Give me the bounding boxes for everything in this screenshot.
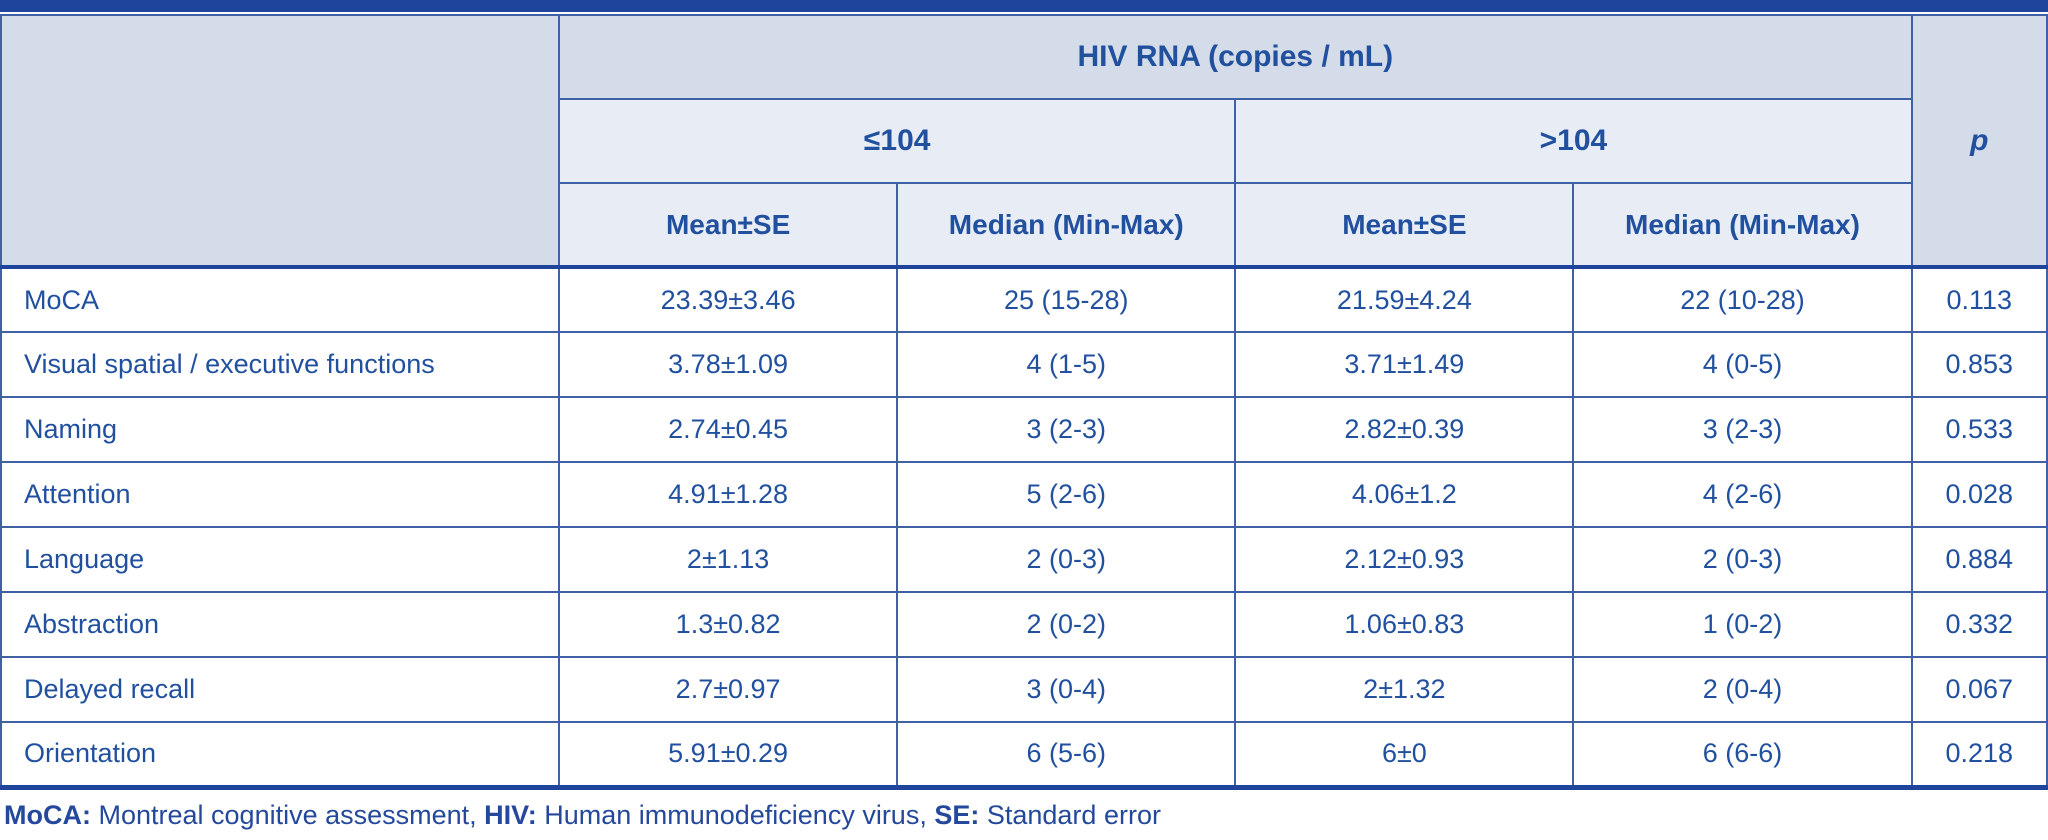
value-cell: 1.06±0.83 [1234,591,1575,658]
value-cell: 3 (2-3) [1572,396,1913,463]
p-header-cell: p [1910,14,2048,269]
row-label-cell: MoCA [0,266,561,333]
row-label-cell: Delayed recall [0,656,561,723]
subgroup-le104-cell: ≤104 [558,98,1237,184]
footnote-text: Montreal cognitive assessment, [90,799,485,830]
footnote-abbr-se: SE: [934,799,980,830]
value-cell: 25 (15-28) [896,266,1237,333]
results-table: HIV RNA (copies / mL) p ≤104 >104 Mean±S… [0,14,2048,790]
header-row-group: HIV RNA (copies / mL) p [0,14,2048,269]
row-label-cell: Language [0,526,561,593]
table-footnote: MoCA: Montreal cognitive assessment, HIV… [0,790,2048,831]
subgroup-gt104-cell: >104 [1234,98,1913,184]
table-row: Naming 2.74±0.45 3 (2-3) 2.82±0.39 3 (2-… [0,396,2048,463]
header-row-subgroups: ≤104 >104 [1,98,2047,184]
value-cell: 4 (0-5) [1572,331,1913,398]
table-row: Language 2±1.13 2 (0-3) 2.12±0.93 2 (0-3… [0,526,2048,593]
p-value-cell: 0.332 [1910,591,2048,658]
value-cell: 2 (0-4) [1572,656,1913,723]
value-cell: 2 (0-3) [896,526,1237,593]
value-cell: 2.12±0.93 [1234,526,1575,593]
value-cell: 2.82±0.39 [1234,396,1575,463]
value-cell: 4 (2-6) [1572,461,1913,528]
row-label-cell: Attention [0,461,561,528]
value-cell: 22 (10-28) [1572,266,1913,333]
p-value-cell: 0.113 [1910,266,2048,333]
table-row: Orientation 5.91±0.29 6 (5-6) 6±0 6 (6-6… [0,721,2048,788]
col-header-mean-se: Mean±SE [558,182,899,269]
value-cell: 23.39±3.46 [558,266,899,333]
value-cell: 4.91±1.28 [558,461,899,528]
value-cell: 21.59±4.24 [1234,266,1575,333]
value-cell: 3.78±1.09 [558,331,899,398]
value-cell: 2.7±0.97 [558,656,899,723]
value-cell: 4 (1-5) [896,331,1237,398]
value-cell: 2 (0-3) [1572,526,1913,593]
group-header-cell: HIV RNA (copies / mL) [558,14,1913,100]
corner-cell [0,14,561,269]
row-label-cell: Orientation [0,721,561,788]
top-bar-gap [0,12,2048,14]
col-header-median: Median (Min-Max) [896,182,1237,269]
footnote-text: Standard error [979,799,1161,830]
footnote-abbr-moca: MoCA: [4,799,91,830]
table-row: MoCA 23.39±3.46 25 (15-28) 21.59±4.24 22… [0,266,2048,333]
row-label-cell: Naming [0,396,561,463]
header-row-stats: Mean±SE Median (Min-Max) Mean±SE Median … [1,182,2047,269]
value-cell: 3.71±1.49 [1234,331,1575,398]
table-row: Attention 4.91±1.28 5 (2-6) 4.06±1.2 4 (… [0,461,2048,528]
table-row: Delayed recall 2.7±0.97 3 (0-4) 2±1.32 2… [0,656,2048,723]
table-row: Abstraction 1.3±0.82 2 (0-2) 1.06±0.83 1… [0,591,2048,658]
footnote-abbr-hiv: HIV: [484,799,537,830]
table-top-bar [0,0,2048,12]
value-cell: 5.91±0.29 [558,721,899,788]
p-value-cell: 0.853 [1910,331,2048,398]
value-cell: 1 (0-2) [1572,591,1913,658]
col-header-median: Median (Min-Max) [1572,182,1913,269]
value-cell: 1.3±0.82 [558,591,899,658]
p-value-cell: 0.028 [1910,461,2048,528]
value-cell: 2±1.32 [1234,656,1575,723]
value-cell: 2.74±0.45 [558,396,899,463]
p-value-cell: 0.218 [1910,721,2048,788]
p-value-cell: 0.067 [1910,656,2048,723]
p-value-cell: 0.533 [1910,396,2048,463]
col-header-mean-se: Mean±SE [1234,182,1575,269]
value-cell: 3 (0-4) [896,656,1237,723]
value-cell: 6±0 [1234,721,1575,788]
value-cell: 5 (2-6) [896,461,1237,528]
value-cell: 6 (5-6) [896,721,1237,788]
value-cell: 3 (2-3) [896,396,1237,463]
value-cell: 4.06±1.2 [1234,461,1575,528]
row-label-cell: Abstraction [0,591,561,658]
value-cell: 2 (0-2) [896,591,1237,658]
footnote-text: Human immunodeficiency virus, [536,799,935,830]
row-label-cell: Visual spatial / executive functions [0,331,561,398]
table-row: Visual spatial / executive functions 3.7… [0,331,2048,398]
p-value-cell: 0.884 [1910,526,2048,593]
value-cell: 6 (6-6) [1572,721,1913,788]
value-cell: 2±1.13 [558,526,899,593]
